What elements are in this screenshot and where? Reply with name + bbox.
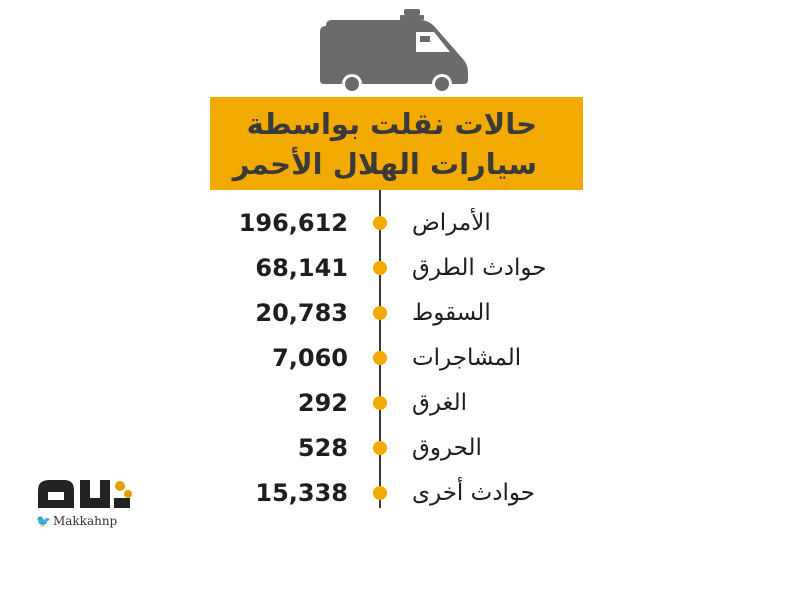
category-label: حوادث أخرى xyxy=(412,480,535,506)
data-value: 15,338 xyxy=(255,479,348,507)
data-point-marker xyxy=(373,216,387,230)
data-value: 292 xyxy=(297,389,348,417)
category-label: الغرق xyxy=(412,390,468,416)
brand-handle-text: Makkahnp xyxy=(52,514,118,528)
data-point-marker xyxy=(373,261,387,275)
data-point-marker xyxy=(373,486,387,500)
data-value: 196,612 xyxy=(238,209,348,237)
brand-logo: 🐦 Makkahnp xyxy=(34,472,144,532)
category-label: السقوط xyxy=(412,300,491,326)
data-row: 68,141 حوادث الطرق xyxy=(0,248,800,288)
timeline-axis xyxy=(379,190,381,508)
ambulance-icon xyxy=(320,9,468,94)
data-value: 528 xyxy=(297,434,348,462)
data-row: 292 الغرق xyxy=(0,383,800,423)
data-row: 7,060 المشاجرات xyxy=(0,338,800,378)
data-point-marker xyxy=(373,396,387,410)
data-value: 68,141 xyxy=(255,254,348,282)
data-value: 20,783 xyxy=(255,299,348,327)
category-label: المشاجرات xyxy=(412,345,522,371)
data-point-marker xyxy=(373,441,387,455)
twitter-bird-icon: 🐦 xyxy=(36,514,51,528)
makkah-logo-icon xyxy=(38,480,132,508)
data-row: 528 الحروق xyxy=(0,428,800,468)
chart-title-line-1: حالات نقلت بواسطة xyxy=(246,106,537,141)
data-value: 7,060 xyxy=(272,344,348,372)
data-row: 20,783 السقوط xyxy=(0,293,800,333)
category-label: حوادث الطرق xyxy=(412,255,547,281)
chart-title-line-2: سيارات الهلال الأحمر xyxy=(232,146,537,181)
chart-title-banner: حالات نقلت بواسطة سيارات الهلال الأحمر xyxy=(210,97,583,190)
category-label: الحروق xyxy=(412,435,482,461)
data-row: 196,612 الأمراض xyxy=(0,203,800,243)
data-point-marker xyxy=(373,306,387,320)
brand-handle: 🐦 Makkahnp xyxy=(36,514,117,528)
category-label: الأمراض xyxy=(412,210,491,236)
data-row: 15,338 حوادث أخرى xyxy=(0,473,800,513)
data-point-marker xyxy=(373,351,387,365)
